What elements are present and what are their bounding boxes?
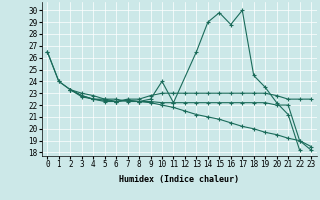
X-axis label: Humidex (Indice chaleur): Humidex (Indice chaleur) — [119, 175, 239, 184]
